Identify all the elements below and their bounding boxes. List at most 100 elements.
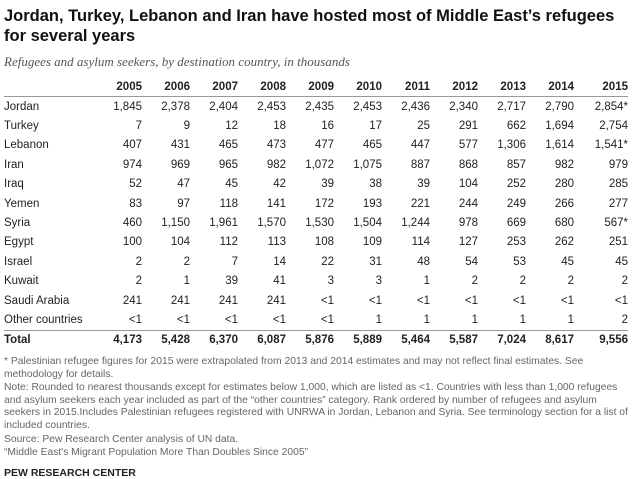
cell: 1,845 [113, 100, 142, 113]
table-row: Israel 2 2 7 14 22 31 48 54 53 45 45 [4, 252, 628, 271]
cell: 113 [267, 236, 286, 249]
cell: 978 [458, 217, 478, 230]
title: Jordan, Turkey, Lebanon and Iran have ho… [4, 7, 615, 45]
cell: 982 [554, 158, 574, 171]
cell: <1 [464, 294, 478, 307]
cell: <1 [128, 313, 142, 326]
cell: <1 [512, 294, 526, 307]
note: Source: Pew Research Center analysis of … [4, 433, 239, 445]
footer: PEW RESEARCH CENTER [4, 466, 136, 479]
cell: 285 [608, 178, 628, 191]
cell: 7,024 [484, 329, 532, 351]
cell: 280 [554, 178, 574, 191]
cell: 249 [506, 197, 526, 210]
cell: <1 [224, 313, 238, 326]
cell: 2,435 [305, 100, 334, 113]
table-row: Iraq 52 47 45 42 39 38 39 104 252 280 285 [4, 175, 628, 194]
cell: 5,889 [340, 329, 388, 351]
cell: 2,854* [594, 100, 628, 113]
cell: 9 [183, 120, 190, 133]
cell: <1 [320, 294, 334, 307]
cell: 6,370 [196, 329, 244, 351]
cell: 48 [417, 255, 430, 268]
cell: 2,436 [401, 100, 430, 113]
cell: 7 [135, 120, 142, 133]
column-header: 2015 [580, 78, 628, 97]
table-row: Kuwait 2 1 39 41 3 3 1 2 2 2 2 [4, 272, 628, 291]
cell: <1 [272, 313, 286, 326]
cell: 252 [506, 178, 526, 191]
cell: 266 [554, 197, 574, 210]
row-label: Iraq [4, 178, 24, 191]
row-label: Egypt [4, 236, 34, 249]
cell: <1 [614, 294, 628, 307]
header-row: 2005 2006 2007 2008 2009 2010 2011 2012 2013 2014… [4, 78, 628, 97]
cell: 1,150 [161, 217, 190, 230]
cell: 2,404 [209, 100, 238, 113]
cell: 2 [567, 275, 574, 288]
row-label: Lebanon [4, 139, 49, 152]
cell: 2,717 [497, 100, 526, 113]
cell: 965 [218, 158, 238, 171]
cell: 2,453 [353, 100, 382, 113]
cell: 100 [122, 236, 142, 249]
column-header: 2007 [196, 78, 244, 97]
cell: 1,072 [305, 158, 334, 171]
cell: 109 [362, 236, 382, 249]
row-label: Saudi Arabia [4, 294, 70, 307]
cell: 5,428 [148, 329, 196, 351]
column-header: 2014 [532, 78, 580, 97]
cell: <1 [320, 313, 334, 326]
cell: 1 [471, 313, 478, 326]
cell: 1,694 [545, 120, 574, 133]
cell: 1,614 [545, 139, 574, 152]
cell: 291 [458, 120, 478, 133]
cell: 241 [122, 294, 142, 307]
cell: 1,075 [353, 158, 382, 171]
cell: 45 [561, 255, 574, 268]
cell: 662 [506, 120, 526, 133]
cell: 431 [170, 139, 190, 152]
cell: 193 [362, 197, 382, 210]
cell: 979 [608, 158, 628, 171]
cell: 17 [369, 120, 382, 133]
data-table: 2005 2006 2007 2008 2009 2010 2011 2012 2013 2014… [4, 78, 628, 351]
cell: 253 [506, 236, 526, 249]
cell: 1 [519, 313, 526, 326]
cell: 3 [375, 275, 382, 288]
table-row: Yemen 83 97 118 141 172 193 221 244 249 266 277 [4, 194, 628, 213]
cell: 5,587 [436, 329, 484, 351]
row-label: Syria [4, 217, 31, 230]
cell: 5,876 [292, 329, 340, 351]
cell: 2 [135, 255, 142, 268]
cell: 83 [129, 197, 142, 210]
cell: 4,173 [100, 329, 148, 351]
cell: 38 [369, 178, 382, 191]
cell: 887 [410, 158, 430, 171]
cell: 2 [519, 275, 526, 288]
cell: 104 [170, 236, 190, 249]
cell: 112 [219, 236, 238, 249]
cell: 577 [458, 139, 478, 152]
cell: 1,961 [209, 217, 238, 230]
cell: 45 [225, 178, 238, 191]
cell: 241 [218, 294, 238, 307]
cell: 1,504 [353, 217, 382, 230]
cell: 172 [314, 197, 334, 210]
row-label: Kuwait [4, 275, 39, 288]
cell: 2,378 [161, 100, 190, 113]
notes: * Palestinian refugee figures for 2015 w… [4, 356, 632, 460]
cell: 2,453 [257, 100, 286, 113]
column-header: 2012 [436, 78, 484, 97]
table-row: Other countries <1 <1 <1 <1 <1 1 1 1 1 1 2 [4, 310, 628, 330]
cell: 1 [375, 313, 382, 326]
cell: <1 [560, 294, 574, 307]
cell: 1,570 [257, 217, 286, 230]
cell: 47 [177, 178, 190, 191]
table-row: Saudi Arabia 241 241 241 241 <1 <1 <1 <1 <1 <1 <1 [4, 291, 628, 310]
cell: <1 [368, 294, 382, 307]
column-header: 2013 [484, 78, 532, 97]
cell: 460 [122, 217, 142, 230]
cell: 2,754 [599, 120, 628, 133]
